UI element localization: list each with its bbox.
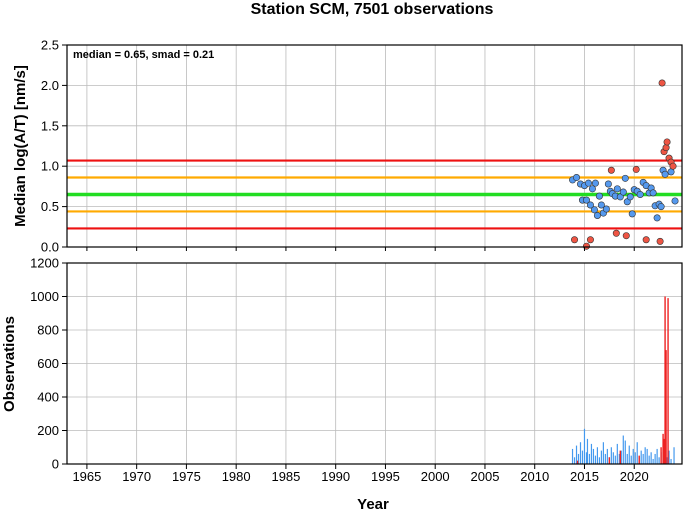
top-y-label: Median log(A/T) [nm/s] [12, 65, 29, 227]
x-tick-label: 1975 [172, 469, 201, 484]
median-point-normal [636, 190, 644, 198]
stats-annotation: median = 0.65, smad = 0.21 [73, 49, 214, 61]
top-y-tick-label: 1.5 [41, 118, 59, 133]
top-y-tick-label: 2.5 [41, 38, 59, 53]
median-point-outlier [669, 162, 677, 170]
bottom-y-tick-label: 0 [52, 457, 59, 472]
x-tick-label: 1990 [321, 469, 350, 484]
median-point-normal [621, 174, 629, 182]
bottom-y-tick-label: 400 [37, 390, 59, 405]
median-point-outlier [642, 236, 650, 244]
top-frame [66, 44, 683, 248]
median-point-normal [649, 189, 657, 197]
bottom-y-tick-label: 800 [37, 323, 59, 338]
bottom-y-tick-label: 1000 [30, 289, 59, 304]
bottom-y-label: Observations [1, 316, 18, 412]
median-point-normal [671, 197, 679, 205]
median-point-normal [593, 211, 601, 219]
median-point-outlier [658, 79, 666, 87]
x-tick-label: 2010 [520, 469, 549, 484]
median-point-normal [591, 179, 599, 187]
top-plot-area [67, 45, 682, 247]
top-y-tick-label: 2.0 [41, 78, 59, 93]
x-tick-label: 1970 [122, 469, 151, 484]
bottom-grid [67, 262, 682, 465]
bottom-y-ticks: 0 200 400 600 800 1000 1200 [30, 256, 67, 472]
median-point-normal [586, 201, 594, 209]
median-point-normal [584, 179, 592, 187]
x-tick-label: 2005 [471, 469, 500, 484]
median-point-outlier [607, 166, 615, 174]
bottom-y-tick-label: 1200 [30, 256, 59, 271]
median-point-normal [613, 185, 621, 193]
x-tick-label: 2015 [570, 469, 599, 484]
median-point-outlier [656, 237, 664, 245]
median-point-outlier [586, 236, 594, 244]
x-axis-label: Year [357, 496, 389, 511]
top-y-tick-label: 0.0 [41, 240, 59, 255]
median-point-normal [653, 214, 661, 222]
x-tick-label: 2000 [421, 469, 450, 484]
x-tick-label: 1980 [222, 469, 251, 484]
x-ticks: 1965 1970 1975 1980 1985 1990 1995 2000 2005 2010… [72, 247, 649, 484]
median-point-normal [628, 210, 636, 218]
median-point-normal [590, 206, 598, 214]
median-point-normal [602, 205, 610, 213]
median-point-normal [595, 192, 603, 200]
median-point-outlier [622, 232, 630, 240]
x-tick-label: 1985 [271, 469, 300, 484]
median-point-normal [582, 196, 590, 204]
reference-lines [67, 159, 682, 230]
median-point-normal [588, 185, 596, 193]
median-point-outlier [662, 144, 670, 152]
x-tick-label: 2020 [620, 469, 649, 484]
median-point-normal [657, 203, 665, 211]
median-point-outlier [612, 229, 620, 237]
chart-title: Station SCM, 7501 observations [251, 1, 494, 18]
median-point-normal [597, 201, 605, 209]
bottom-y-tick-label: 200 [37, 423, 59, 438]
top-y-tick-label: 0.5 [41, 199, 59, 214]
observation-bars [571, 296, 675, 464]
median-point-normal [661, 170, 669, 178]
median-points [569, 79, 679, 250]
median-point-normal [619, 188, 627, 196]
median-point-normal [626, 193, 634, 201]
median-point-outlier [571, 236, 579, 244]
median-point-outlier [663, 138, 671, 146]
x-tick-label: 1965 [72, 469, 101, 484]
median-point-normal [604, 180, 612, 188]
x-tick-label: 1995 [371, 469, 400, 484]
top-y-tick-label: 1.0 [41, 159, 59, 174]
bottom-y-tick-label: 600 [37, 356, 59, 371]
top-y-ticks: 0.0 0.5 1.0 1.5 2.0 2.5 [41, 38, 67, 255]
top-panel: 0.0 0.5 1.0 1.5 2.0 2.5 median = 0.65, smad =… [12, 38, 683, 255]
median-point-normal [573, 174, 581, 182]
median-point-outlier [632, 165, 640, 173]
